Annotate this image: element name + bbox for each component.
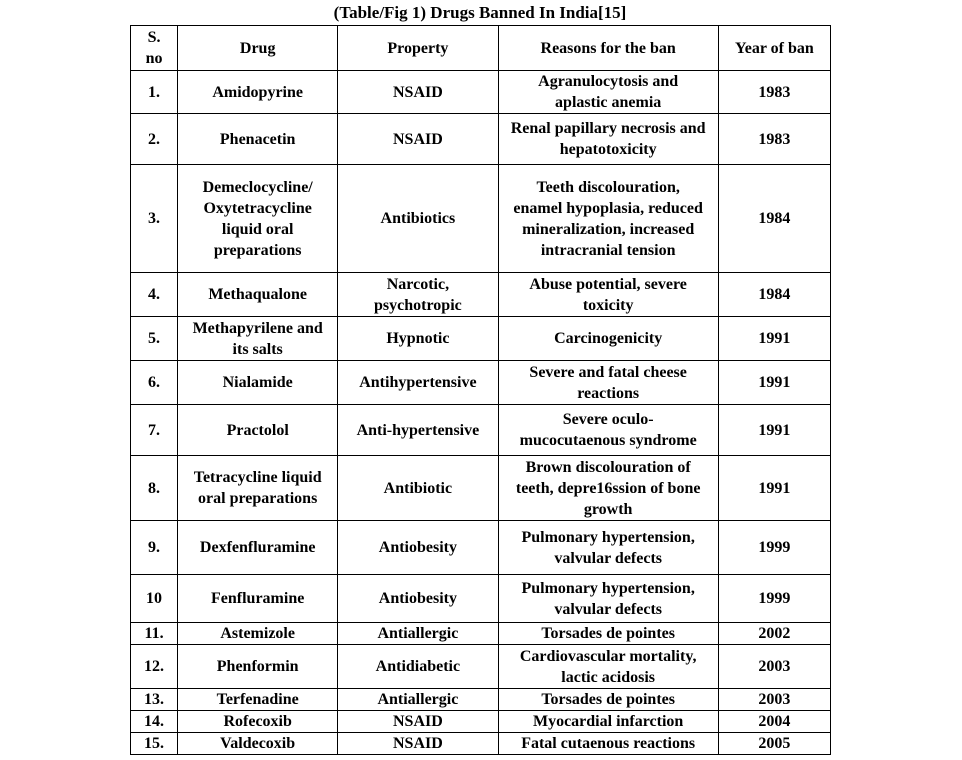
cell-year: 1983 [717, 113, 832, 165]
cell-reason: Renal papillary necrosis and hepatotoxic… [497, 113, 719, 165]
cell-sno: 15. [129, 732, 179, 755]
cell-property: Antiobesity [337, 574, 499, 623]
cell-sno: 1. [129, 70, 179, 114]
cell-year: 2002 [717, 622, 832, 645]
header-sno: S. no [129, 25, 179, 71]
table-row: 3. Demeclocycline/ Oxytetracycline liquid… [129, 164, 832, 273]
header-reason: Reasons for the ban [497, 25, 719, 71]
cell-sno: 7. [129, 404, 179, 456]
cell-year: 1991 [717, 360, 832, 405]
cell-year: 2003 [717, 644, 832, 689]
table-row: 1. Amidopyrine NSAID Agranulocytosis and ap… [129, 70, 832, 114]
header-property: Property [337, 25, 499, 71]
cell-drug: Amidopyrine [177, 70, 339, 114]
cell-drug: Astemizole [177, 622, 339, 645]
cell-drug: Demeclocycline/ Oxytetracycline liquid o… [177, 164, 339, 273]
cell-drug: Nialamide [177, 360, 339, 405]
table-row: 2. Phenacetin NSAID Renal papillary necrosi… [129, 113, 832, 165]
cell-reason: Severe oculo-mucocutaenous syndrome [497, 404, 719, 456]
cell-drug: Tetracycline liquid oral preparations [177, 455, 339, 521]
table-row: 13. Terfenadine Antiallergic Torsades de po… [129, 688, 832, 711]
cell-sno: 3. [129, 164, 179, 273]
cell-drug: Practolol [177, 404, 339, 456]
table-row: 6. Nialamide Antihypertensive Severe and fa… [129, 360, 832, 405]
cell-sno: 13. [129, 688, 179, 711]
cell-property: NSAID [337, 113, 499, 165]
cell-sno: 5. [129, 316, 179, 361]
cell-drug: Terfenadine [177, 688, 339, 711]
cell-sno: 9. [129, 520, 179, 575]
cell-drug: Rofecoxib [177, 710, 339, 733]
cell-property: Antidiabetic [337, 644, 499, 689]
cell-property: Antiallergic [337, 622, 499, 645]
cell-property: Narcotic, psychotropic [337, 272, 499, 317]
cell-property: Antiallergic [337, 688, 499, 711]
table-row: 11. Astemizole Antiallergic Torsades de poi… [129, 622, 832, 645]
table-row: 8. Tetracycline liquid oral preparations A… [129, 455, 832, 521]
header-drug: Drug [177, 25, 339, 71]
cell-year: 1984 [717, 272, 832, 317]
cell-drug: Methapyrilene and its salts [177, 316, 339, 361]
cell-year: 1999 [717, 574, 832, 623]
cell-year: 2004 [717, 710, 832, 733]
cell-property: NSAID [337, 732, 499, 755]
cell-property: Antihypertensive [337, 360, 499, 405]
cell-reason: Pulmonary hypertension, valvular defects [497, 520, 719, 575]
banned-drugs-table: S. no Drug Property Reasons for the ban … [129, 25, 832, 755]
cell-property: Antibiotic [337, 455, 499, 521]
table-title: (Table/Fig 1) Drugs Banned In India[15] [333, 3, 627, 22]
cell-reason: Cardiovascular mortality, lactic acidosi… [497, 644, 719, 689]
cell-reason: Carcinogenicity [497, 316, 719, 361]
cell-reason: Brown discolouration of teeth, depre16ss… [497, 455, 719, 521]
cell-reason: Abuse potential, severe toxicity [497, 272, 719, 317]
cell-year: 1984 [717, 164, 832, 273]
cell-reason: Severe and fatal cheese reactions [497, 360, 719, 405]
cell-reason: Pulmonary hypertension, valvular defects [497, 574, 719, 623]
cell-sno: 14. [129, 710, 179, 733]
cell-property: NSAID [337, 710, 499, 733]
cell-reason: Teeth discolouration, enamel hypoplasia,… [497, 164, 719, 273]
cell-reason: Myocardial infarction [497, 710, 719, 733]
cell-reason: Fatal cutaenous reactions [497, 732, 719, 755]
cell-property: Hypnotic [337, 316, 499, 361]
table-row: 9. Dexfenfluramine Antiobesity Pulmonary hy… [129, 520, 832, 575]
cell-property: Antibiotics [337, 164, 499, 273]
cell-year: 2005 [717, 732, 832, 755]
header-year: Year of ban [717, 25, 832, 71]
cell-drug: Dexfenfluramine [177, 520, 339, 575]
cell-year: 1999 [717, 520, 832, 575]
cell-drug: Fenfluramine [177, 574, 339, 623]
table-row: 15. Valdecoxib NSAID Fatal cutaenous reacti… [129, 732, 832, 755]
cell-drug: Valdecoxib [177, 732, 339, 755]
table-row: 10 Fenfluramine Antiobesity Pulmonary hyper… [129, 574, 832, 623]
cell-year: 2003 [717, 688, 832, 711]
cell-sno: 11. [129, 622, 179, 645]
cell-sno: 4. [129, 272, 179, 317]
cell-reason: Agranulocytosis and aplastic anemia [497, 70, 719, 114]
cell-year: 1991 [717, 404, 832, 456]
cell-sno: 10 [129, 574, 179, 623]
table-row: 7. Practolol Anti-hypertensive Severe oculo… [129, 404, 832, 456]
cell-drug: Phenformin [177, 644, 339, 689]
cell-year: 1991 [717, 316, 832, 361]
cell-property: Antiobesity [337, 520, 499, 575]
cell-reason: Torsades de pointes [497, 622, 719, 645]
table-header-row: S. no Drug Property Reasons for the ban … [129, 25, 832, 71]
cell-sno: 2. [129, 113, 179, 165]
table-row: 12. Phenformin Antidiabetic Cardiovascular … [129, 644, 832, 689]
cell-sno: 6. [129, 360, 179, 405]
table-row: 4. Methaqualone Narcotic, psychotropic Abus… [129, 272, 832, 317]
cell-year: 1991 [717, 455, 832, 521]
cell-drug: Phenacetin [177, 113, 339, 165]
table-row: 14. Rofecoxib NSAID Myocardial infarction 20… [129, 710, 832, 733]
cell-sno: 12. [129, 644, 179, 689]
cell-sno: 8. [129, 455, 179, 521]
cell-property: NSAID [337, 70, 499, 114]
cell-drug: Methaqualone [177, 272, 339, 317]
table-row: 5. Methapyrilene and its salts Hypnotic Car… [129, 316, 832, 361]
cell-property: Anti-hypertensive [337, 404, 499, 456]
cell-year: 1983 [717, 70, 832, 114]
cell-reason: Torsades de pointes [497, 688, 719, 711]
